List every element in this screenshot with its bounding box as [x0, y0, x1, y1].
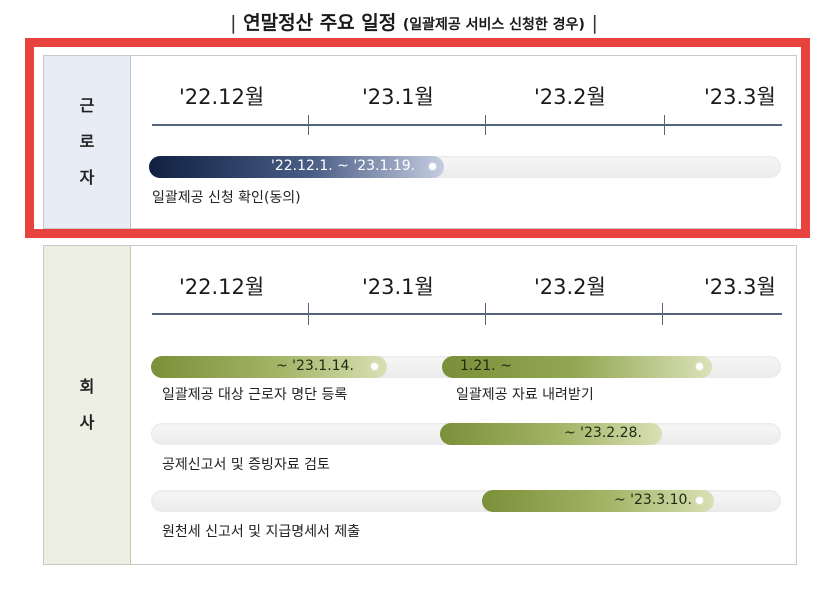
- bar-end-dot: [429, 163, 436, 170]
- diagram-title: | 연말정산 주요 일정 (일괄제공 서비스 신청한 경우) |: [0, 8, 828, 35]
- timeline-tick: [485, 115, 486, 135]
- task-label: 공제신고서 및 증빙자료 검토: [162, 457, 330, 473]
- bar-period: ~ '23.2.28.: [564, 425, 642, 441]
- timeline-axis: [152, 124, 782, 126]
- bar-period: ~ '23.1.14.: [276, 358, 354, 374]
- worker-label-char: 로: [79, 132, 95, 151]
- company-label-char: 사: [79, 413, 95, 432]
- task-label: 일괄제공 신청 확인(동의): [152, 190, 301, 206]
- schedule-bar: ~ '23.1.14.: [151, 356, 387, 378]
- timeline-tick: [485, 303, 486, 325]
- task-label: 원천세 신고서 및 지급명세서 제출: [162, 524, 361, 540]
- schedule-bar: '22.12.1. ~ '23.1.19.: [149, 156, 444, 178]
- bar-period: ~ '23.3.10.: [614, 492, 692, 508]
- bar-end-dot: [371, 363, 378, 370]
- company-label-char: 회: [79, 377, 95, 396]
- month-label: '22.12월: [179, 85, 265, 109]
- schedule-bar: ~ '23.2.28.: [440, 423, 662, 445]
- month-label: '23.1월: [362, 85, 434, 109]
- company-label: 회 사: [44, 246, 131, 564]
- timeline-tick: [664, 115, 665, 135]
- month-label: '23.3월: [704, 275, 776, 299]
- month-label: '23.3월: [704, 85, 776, 109]
- worker-label-char: 근: [79, 96, 95, 115]
- title-main: 연말정산 주요 일정: [243, 12, 397, 34]
- task-label: 일괄제공 대상 근로자 명단 등록: [162, 387, 348, 403]
- title-bar-left: |: [230, 12, 237, 34]
- month-label: '23.2월: [534, 275, 606, 299]
- bar-end-dot: [696, 497, 703, 504]
- company-panel: 회 사 '22.12월 '23.1월 '23.2월 '23.3월 ~ '23.1…: [43, 245, 797, 565]
- timeline-tick: [308, 303, 309, 325]
- month-label: '23.2월: [534, 85, 606, 109]
- title-sub: (일괄제공 서비스 신청한 경우): [402, 17, 585, 33]
- bar-period: 1.21. ~: [460, 358, 512, 374]
- bar-end-dot: [696, 363, 703, 370]
- timeline-tick: [308, 115, 309, 135]
- worker-label: 근 로 자: [44, 56, 131, 228]
- title-bar-right: |: [591, 12, 598, 34]
- worker-panel: 근 로 자 '22.12월 '23.1월 '23.2월 '23.3월 '22.1…: [43, 55, 797, 229]
- schedule-bar: 1.21. ~: [442, 356, 712, 378]
- timeline-axis: [152, 313, 782, 315]
- worker-label-char: 자: [79, 168, 95, 187]
- timeline-tick: [662, 303, 663, 325]
- schedule-bar: ~ '23.3.10.: [482, 490, 714, 512]
- task-label: 일괄제공 자료 내려받기: [456, 387, 594, 403]
- month-label: '22.12월: [179, 275, 265, 299]
- month-label: '23.1월: [362, 275, 434, 299]
- bar-period: '22.12.1. ~ '23.1.19.: [271, 158, 416, 174]
